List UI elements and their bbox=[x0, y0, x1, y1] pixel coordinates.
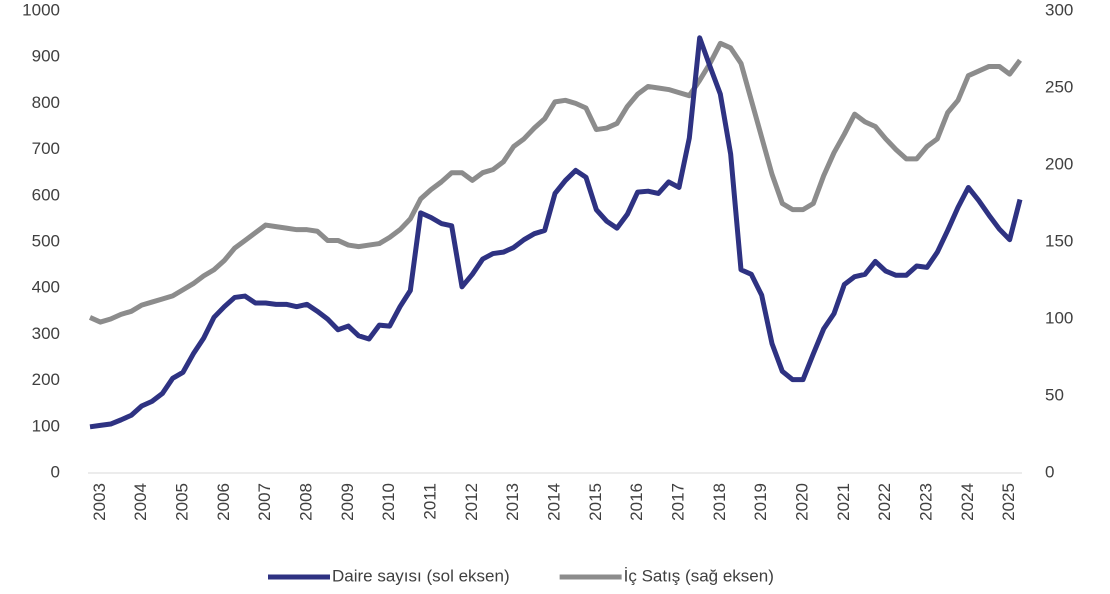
y2-tick-label: 300 bbox=[1045, 0, 1073, 19]
y2-tick-label: 100 bbox=[1045, 308, 1073, 327]
x-tick-label: 2024 bbox=[958, 483, 977, 521]
y-tick-label: 400 bbox=[32, 278, 60, 297]
y-tick-label: 300 bbox=[32, 324, 60, 343]
x-tick-label: 2005 bbox=[172, 483, 191, 521]
y2-tick-label: 0 bbox=[1045, 462, 1054, 481]
x-tick-label: 2007 bbox=[255, 483, 274, 521]
x-tick-label: 2009 bbox=[338, 483, 357, 521]
x-tick-label: 2016 bbox=[627, 483, 646, 521]
x-tick-label: 2010 bbox=[379, 483, 398, 521]
series-line bbox=[89, 35, 1023, 430]
y-tick-label: 0 bbox=[51, 462, 60, 481]
x-tick-label: 2017 bbox=[668, 483, 687, 521]
y-tick-label: 900 bbox=[32, 47, 60, 66]
series-line bbox=[88, 40, 1023, 325]
x-tick-label: 2023 bbox=[916, 483, 935, 521]
x-tick-label: 2012 bbox=[462, 483, 481, 521]
y-tick-label: 1000 bbox=[22, 0, 60, 19]
y2-tick-label: 250 bbox=[1045, 77, 1073, 96]
x-tick-label: 2020 bbox=[792, 483, 811, 521]
y-tick-label: 200 bbox=[32, 370, 60, 389]
y-tick-label: 500 bbox=[32, 231, 60, 250]
x-tick-label: 2004 bbox=[131, 483, 150, 521]
y2-tick-label: 150 bbox=[1045, 231, 1073, 250]
x-tick-label: 2019 bbox=[751, 483, 770, 521]
x-tick-label: 2013 bbox=[503, 483, 522, 521]
y2-tick-label: 50 bbox=[1045, 385, 1064, 404]
legend-label: İç Satış (sağ eksen) bbox=[624, 566, 774, 585]
legend-label: Daire sayısı (sol eksen) bbox=[332, 566, 510, 585]
y-tick-label: 700 bbox=[32, 139, 60, 158]
x-tick-label: 2003 bbox=[90, 483, 109, 521]
y-tick-label: 600 bbox=[32, 185, 60, 204]
x-tick-label: 2021 bbox=[834, 483, 853, 521]
y-tick-label: 100 bbox=[32, 416, 60, 435]
x-tick-label: 2011 bbox=[420, 483, 439, 520]
x-tick-label: 2008 bbox=[296, 483, 315, 521]
x-tick-label: 2025 bbox=[999, 483, 1018, 521]
y2-tick-label: 200 bbox=[1045, 154, 1073, 173]
y-tick-label: 800 bbox=[32, 93, 60, 112]
x-tick-label: 2015 bbox=[586, 483, 605, 521]
x-tick-label: 2022 bbox=[875, 483, 894, 521]
x-tick-label: 2006 bbox=[214, 483, 233, 521]
x-tick-label: 2018 bbox=[710, 483, 729, 521]
x-tick-label: 2014 bbox=[544, 483, 563, 521]
